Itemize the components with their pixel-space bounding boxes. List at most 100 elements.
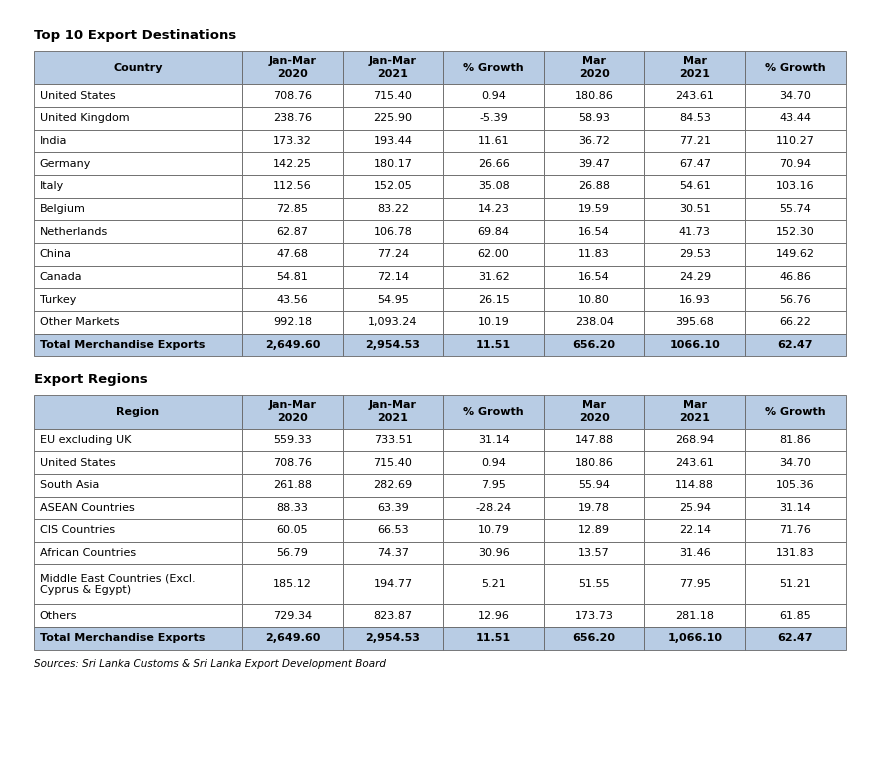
Text: 29.53: 29.53: [679, 250, 711, 260]
Text: 66.53: 66.53: [377, 525, 409, 535]
Text: 19.59: 19.59: [578, 204, 610, 214]
Text: 11.61: 11.61: [478, 136, 510, 146]
Text: 656.20: 656.20: [573, 340, 616, 350]
Text: 5.21: 5.21: [481, 579, 506, 590]
Bar: [644, 84, 745, 108]
Bar: [745, 627, 846, 650]
Text: 715.40: 715.40: [373, 91, 412, 101]
Text: Belgium: Belgium: [40, 204, 86, 214]
Text: % Growth: % Growth: [463, 406, 524, 417]
Text: 58.93: 58.93: [578, 114, 610, 124]
Text: 823.87: 823.87: [373, 611, 412, 621]
Bar: [443, 266, 544, 288]
Text: 261.88: 261.88: [273, 480, 312, 490]
Text: 74.37: 74.37: [377, 548, 409, 558]
Bar: [544, 519, 644, 541]
Bar: [34, 243, 242, 266]
Text: 70.94: 70.94: [780, 159, 812, 169]
Bar: [644, 288, 745, 311]
Bar: [745, 333, 846, 356]
Text: 268.94: 268.94: [675, 435, 714, 445]
Bar: [443, 564, 544, 604]
Bar: [544, 541, 644, 564]
Bar: [544, 288, 644, 311]
Bar: [544, 311, 644, 333]
Text: 131.83: 131.83: [776, 548, 815, 558]
Text: 56.76: 56.76: [780, 295, 812, 305]
Text: 180.17: 180.17: [373, 159, 412, 169]
Bar: [745, 429, 846, 451]
Text: 61.85: 61.85: [780, 611, 812, 621]
Text: Germany: Germany: [40, 159, 91, 169]
Bar: [544, 474, 644, 496]
Text: 54.81: 54.81: [276, 272, 308, 282]
Bar: [443, 84, 544, 108]
Bar: [443, 474, 544, 496]
Text: Jan-Mar
2021: Jan-Mar 2021: [369, 400, 417, 423]
Text: Export Regions: Export Regions: [34, 373, 148, 386]
Text: United Kingdom: United Kingdom: [40, 114, 129, 124]
Text: 60.05: 60.05: [277, 525, 308, 535]
Bar: [544, 395, 644, 429]
Text: 67.47: 67.47: [679, 159, 711, 169]
Text: 1,066.10: 1,066.10: [667, 634, 722, 644]
Bar: [443, 243, 544, 266]
Bar: [745, 153, 846, 175]
Bar: [443, 108, 544, 130]
Bar: [34, 333, 242, 356]
Bar: [443, 604, 544, 627]
Text: 114.88: 114.88: [675, 480, 714, 490]
Bar: [34, 84, 242, 108]
Text: 81.86: 81.86: [780, 435, 812, 445]
Bar: [745, 451, 846, 474]
Bar: [443, 220, 544, 243]
Text: 1,093.24: 1,093.24: [368, 317, 418, 327]
Bar: [443, 627, 544, 650]
Bar: [443, 395, 544, 429]
Text: % Growth: % Growth: [765, 62, 826, 73]
Text: 0.94: 0.94: [481, 91, 506, 101]
Bar: [242, 84, 342, 108]
Bar: [342, 333, 443, 356]
Bar: [745, 108, 846, 130]
Text: 243.61: 243.61: [675, 458, 714, 468]
Bar: [242, 266, 342, 288]
Text: 83.22: 83.22: [377, 204, 409, 214]
Bar: [644, 564, 745, 604]
Text: 39.47: 39.47: [578, 159, 610, 169]
Text: 11.51: 11.51: [476, 634, 512, 644]
Text: 729.34: 729.34: [273, 611, 312, 621]
Text: 152.30: 152.30: [776, 227, 815, 237]
Bar: [644, 474, 745, 496]
Text: 36.72: 36.72: [578, 136, 610, 146]
Text: 34.70: 34.70: [780, 91, 812, 101]
Text: 103.16: 103.16: [776, 181, 815, 191]
Text: 11.51: 11.51: [476, 340, 512, 350]
Text: Jan-Mar
2020: Jan-Mar 2020: [268, 400, 317, 423]
Bar: [342, 220, 443, 243]
Bar: [242, 288, 342, 311]
Bar: [443, 333, 544, 356]
Bar: [644, 153, 745, 175]
Bar: [34, 496, 242, 519]
Bar: [242, 51, 342, 84]
Bar: [342, 451, 443, 474]
Text: 62.00: 62.00: [478, 250, 510, 260]
Bar: [544, 451, 644, 474]
Text: 110.27: 110.27: [776, 136, 815, 146]
Text: Sources: Sri Lanka Customs & Sri Lanka Export Development Board: Sources: Sri Lanka Customs & Sri Lanka E…: [34, 659, 386, 669]
Text: Mar
2020: Mar 2020: [579, 400, 610, 423]
Text: 173.32: 173.32: [273, 136, 312, 146]
Text: 34.70: 34.70: [780, 458, 812, 468]
Bar: [544, 198, 644, 220]
Bar: [34, 395, 242, 429]
Bar: [544, 333, 644, 356]
Text: 16.93: 16.93: [679, 295, 711, 305]
Text: African Countries: African Countries: [40, 548, 136, 558]
Text: 185.12: 185.12: [273, 579, 312, 590]
Text: United States: United States: [40, 458, 115, 468]
Bar: [443, 130, 544, 152]
Bar: [644, 519, 745, 541]
Bar: [544, 243, 644, 266]
Bar: [644, 429, 745, 451]
